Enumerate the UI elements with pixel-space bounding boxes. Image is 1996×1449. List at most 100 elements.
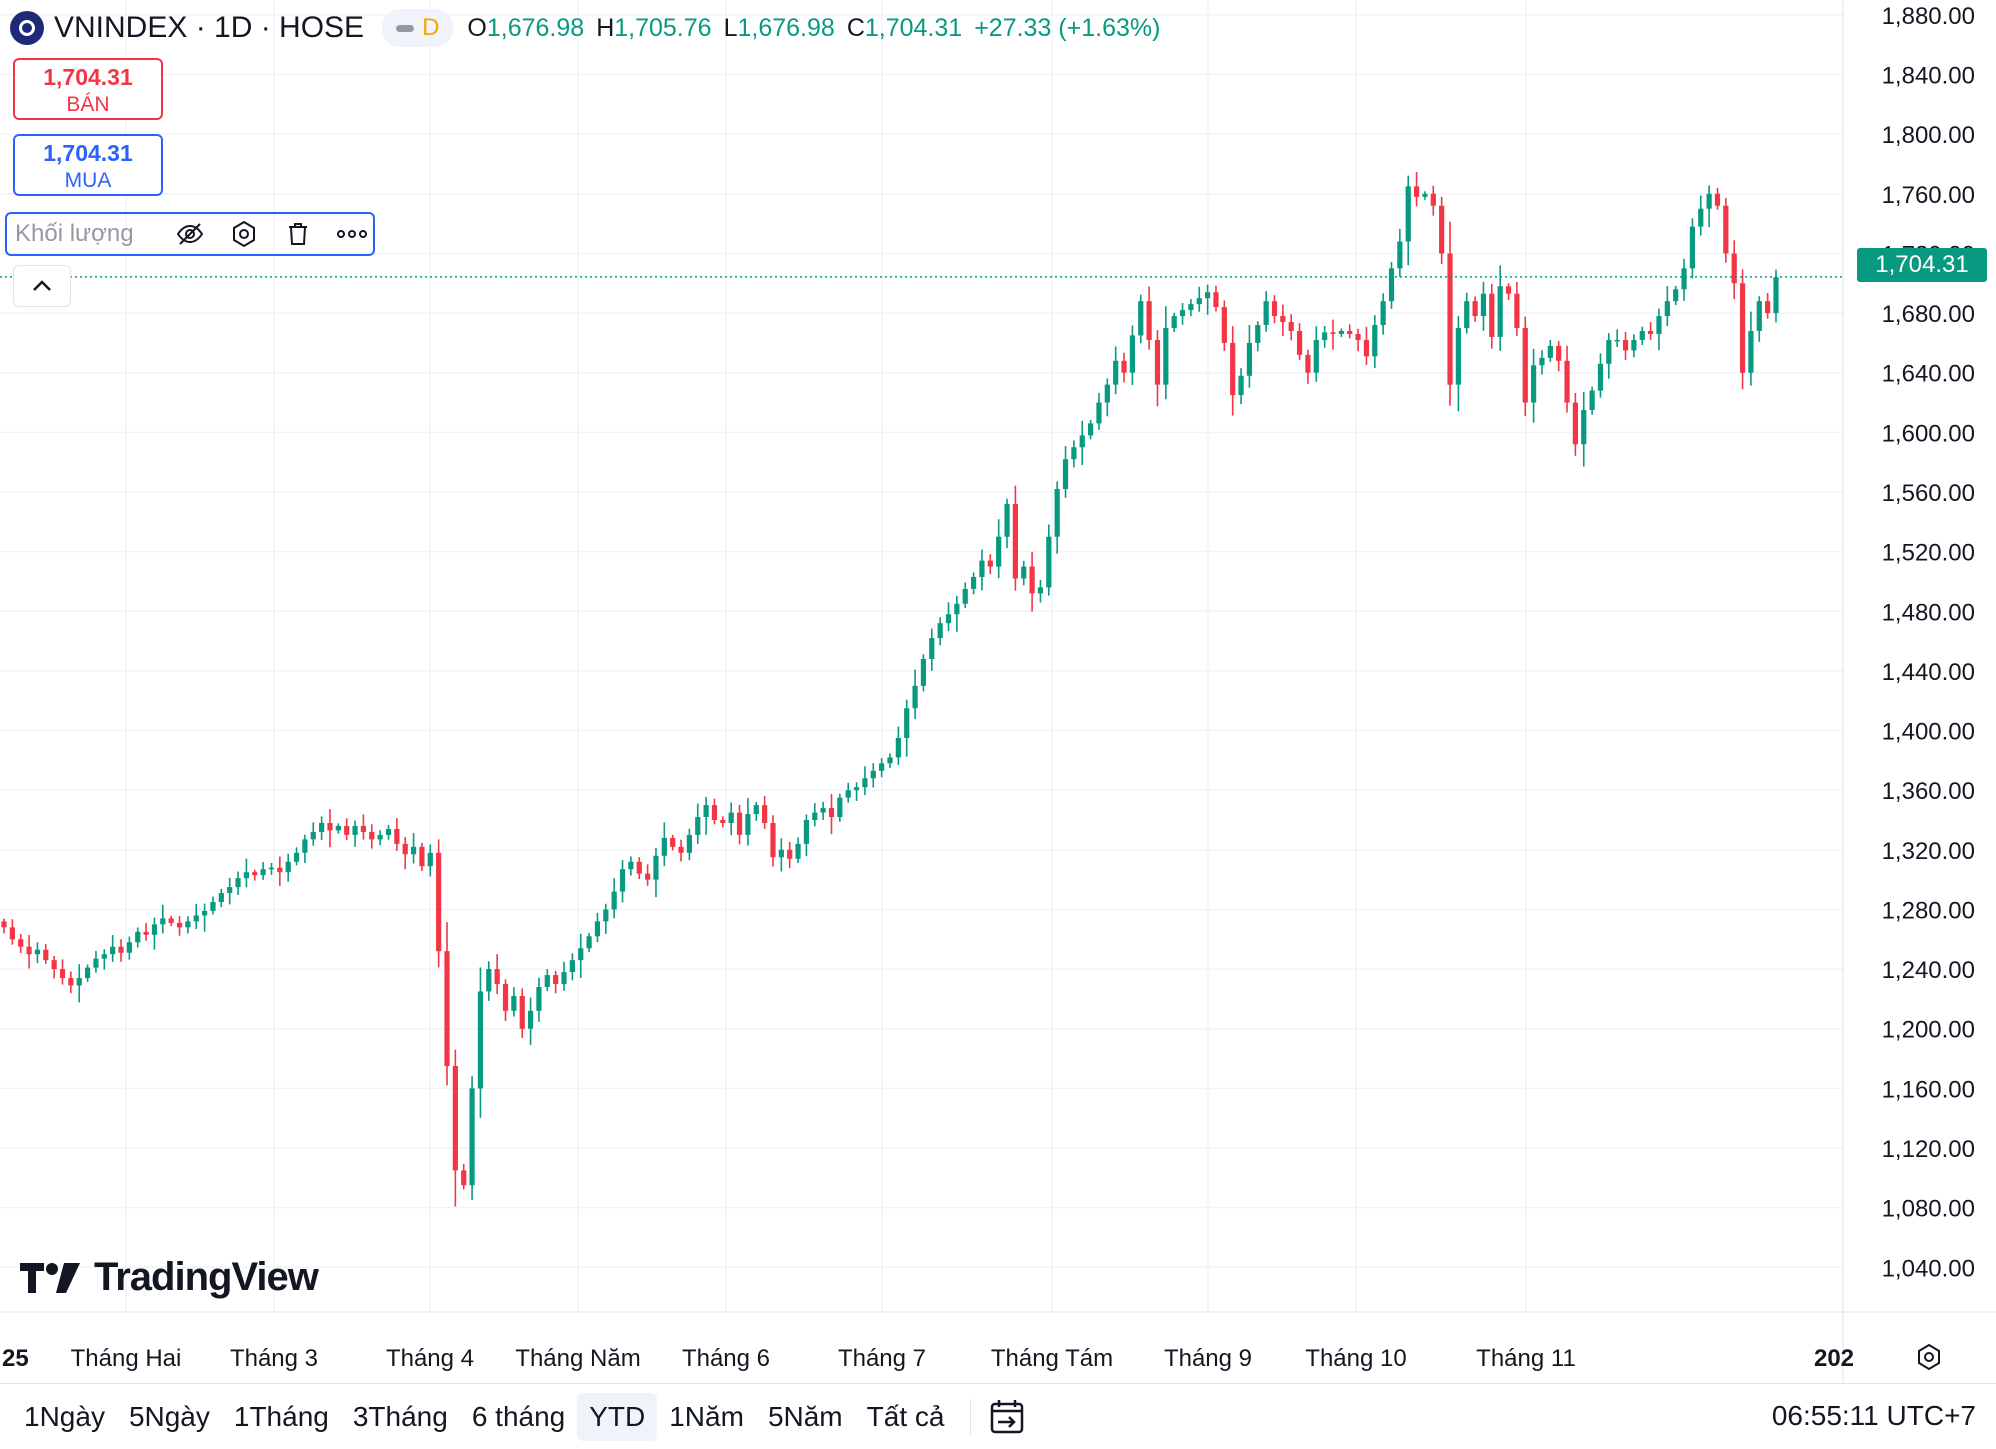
candle-body [1205, 292, 1211, 299]
symbol-title[interactable]: VNINDEX · 1D · HOSE [54, 11, 365, 44]
candle-body [753, 805, 759, 815]
candle-body [912, 685, 918, 709]
candle-body [494, 969, 500, 984]
y-tick-label: 1,560.00 [1882, 480, 1975, 507]
hide-eye-icon[interactable] [171, 215, 209, 253]
candle-body [887, 757, 893, 764]
candle-body [1363, 339, 1370, 357]
settings-icon[interactable] [225, 215, 263, 253]
collapse-legend-button[interactable] [13, 265, 71, 307]
candle-body [1756, 301, 1762, 331]
candle-body [218, 893, 224, 902]
candle-body [18, 939, 24, 947]
candle-body [745, 814, 751, 835]
candle-body [1405, 186, 1411, 242]
candle-body [1322, 332, 1328, 340]
candle-body [1196, 298, 1202, 305]
candle-body [1071, 447, 1077, 460]
price-axis: 1,880.001,840.001,800.001,760.001,720.00… [1842, 0, 1975, 1383]
candle-body [444, 951, 450, 1066]
candle-body [1455, 328, 1461, 385]
candle-body [1104, 384, 1110, 403]
candle-body [904, 708, 910, 738]
candle-body [1179, 310, 1186, 317]
candle-body [845, 790, 851, 798]
trash-icon[interactable] [279, 215, 317, 253]
y-tick-label: 1,680.00 [1882, 301, 1975, 328]
candle-body [778, 849, 784, 858]
dash-icon [396, 24, 415, 32]
candle-body [285, 861, 291, 873]
sell-button[interactable]: 1,704.31 BÁN [13, 58, 163, 120]
y-tick-label: 1,800.00 [1882, 122, 1975, 149]
goto-date-icon[interactable] [985, 1395, 1029, 1439]
close-value: 1,704.31 [864, 13, 963, 42]
axis-settings-icon[interactable] [1912, 1340, 1946, 1374]
timezone-clock[interactable]: 06:55:11 UTC+7 [1771, 1400, 1976, 1431]
candle-body [385, 828, 392, 835]
more-options-icon[interactable] [333, 215, 371, 253]
candle-body [377, 834, 383, 840]
candle-body [1129, 335, 1135, 373]
candle-body [34, 949, 41, 955]
y-tick-label: 1,760.00 [1882, 182, 1975, 209]
candle-body [185, 921, 191, 928]
candle-body [76, 978, 82, 986]
candle-body [1062, 459, 1069, 490]
candle-body [1773, 277, 1779, 314]
candle-body [1, 921, 7, 928]
open-label: O [467, 13, 487, 42]
buy-button[interactable]: 1,704.31 MUA [13, 134, 163, 196]
candle-body [1305, 354, 1311, 373]
y-tick-label: 1,160.00 [1882, 1076, 1975, 1103]
low-label: L [723, 13, 738, 42]
candle-body [536, 986, 542, 1011]
candle-body [202, 910, 208, 916]
candle-body [945, 614, 952, 624]
candle-body [996, 536, 1002, 567]
range-button[interactable]: 5Ngày [128, 1400, 210, 1432]
candle-body [586, 936, 592, 949]
candle-body [9, 927, 15, 940]
range-button[interactable]: 1Ngày [24, 1400, 105, 1432]
high-label: H [596, 13, 615, 42]
candle-body [678, 846, 684, 853]
candle-body [227, 887, 233, 894]
range-button[interactable]: 1Tháng [233, 1400, 329, 1432]
range-button[interactable]: 5Năm [767, 1400, 843, 1432]
candle-body [1263, 301, 1269, 326]
candle-body [544, 975, 550, 987]
candle-body [820, 808, 826, 813]
candle-body [502, 984, 509, 1011]
range-button[interactable]: YTD [577, 1392, 658, 1441]
market-status-pill[interactable]: D [382, 9, 454, 47]
candle-body [762, 805, 768, 823]
range-button[interactable]: 1Năm [669, 1400, 744, 1432]
candle-body [954, 603, 960, 615]
y-tick-label: 1,120.00 [1882, 1136, 1975, 1163]
candle-body [1330, 332, 1336, 334]
low-value: 1,676.98 [737, 13, 835, 42]
candle-body [168, 918, 174, 923]
range-button[interactable]: 6 tháng [471, 1400, 566, 1432]
range-button[interactable]: 3Tháng [352, 1400, 448, 1432]
candle-body [1171, 316, 1177, 328]
candle-body [1739, 283, 1746, 373]
candle-body [469, 1088, 475, 1186]
candle-body [1037, 587, 1044, 594]
candle-body [920, 658, 927, 686]
candle-body [93, 958, 99, 968]
candle-body [987, 560, 993, 567]
candle-body [929, 638, 935, 659]
candle-body [1480, 293, 1487, 317]
ohlc-values: O1,676.98 H1,705.76 L1,676.98 C1,704.31 … [467, 14, 1160, 43]
range-button[interactable]: Tất cả [866, 1400, 945, 1432]
candle-body [1221, 307, 1227, 343]
x-tick-label: Tháng Năm [515, 1345, 640, 1372]
candle-body [1706, 193, 1712, 209]
volume-indicator-legend[interactable]: Khối lượng [5, 212, 375, 256]
candle-body [1054, 489, 1060, 537]
candle-body [1146, 301, 1152, 340]
tradingview-watermark: TradingView [18, 1255, 319, 1300]
